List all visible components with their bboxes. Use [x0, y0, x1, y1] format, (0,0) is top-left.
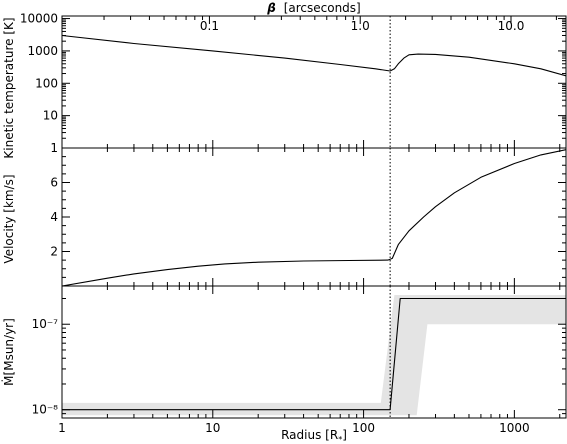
label-layer: 1 10 100 1000 10000 2 4 6 10⁻⁸ 10⁻⁷ 0.1 1.0 10.0 1 10 1… [20, 12, 530, 435]
tick-layer [61, 16, 566, 419]
series-line-velocity [62, 149, 566, 286]
x-axis-title-sub: * [338, 435, 342, 444]
y-tick-label-temperature: 10000 [20, 12, 58, 26]
top-axis-tick-label: 1.0 [351, 19, 370, 33]
y-tick-label-mass_loss: 10⁻⁸ [32, 403, 59, 417]
x-tick-label: 1 [58, 421, 66, 435]
top-axis-title: β [arcseconds] [266, 1, 360, 15]
panel-frame-velocity [61, 147, 567, 287]
y-tick-label-temperature: 100 [35, 76, 58, 90]
x-axis-title-main: Radius [R [281, 428, 338, 442]
x-tick-label: 10 [205, 421, 220, 435]
y-axis-title-temperature: Kinetic temperature [K] [2, 17, 16, 158]
panel-frame-temperature [61, 15, 567, 149]
y-tick-label-temperature: 1000 [27, 44, 58, 58]
y-tick-label-velocity: 6 [50, 176, 58, 190]
top-axis-unit: [arcseconds] [284, 1, 361, 15]
uncertainty-band-mass_loss [62, 295, 566, 416]
x-tick-label: 1000 [499, 421, 530, 435]
y-tick-label-velocity: 4 [50, 210, 58, 224]
panel-frame-mass_loss [61, 285, 567, 419]
curve-layer [62, 34, 566, 411]
y-axis-title-velocity: Velocity [km/s] [2, 174, 16, 263]
frame-layer [61, 15, 567, 419]
x-tick-label: 100 [352, 421, 375, 435]
x-axis-title: Radius [R*] [281, 428, 347, 444]
y-tick-label-temperature: 10 [43, 109, 58, 123]
y-tick-label-mass_loss: 10⁻⁷ [32, 317, 59, 331]
y-tick-label-velocity: 2 [50, 245, 58, 259]
series-line-mass_loss [62, 297, 566, 411]
y-axis-title-mass-loss: Ṁ[Msun/yr] [1, 318, 16, 386]
top-axis-tick-label: 0.1 [200, 19, 219, 33]
x-axis-title-end: ] [342, 428, 347, 442]
uncertainty-band-layer [62, 295, 566, 416]
top-axis-tick-label: 10.0 [498, 19, 525, 33]
top-axis-symbol: β [266, 1, 276, 15]
series-line-temperature [62, 34, 566, 77]
y-tick-label-temperature: 1 [50, 141, 58, 155]
